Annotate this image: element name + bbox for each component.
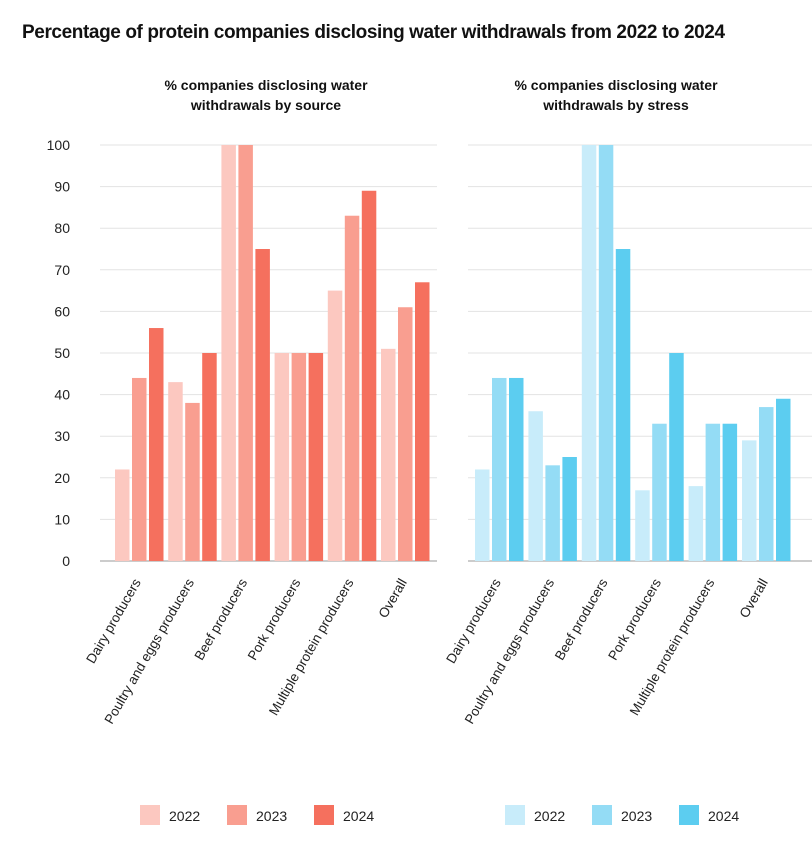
category-label: Poultry and eggs producers [462, 576, 558, 727]
bar-2024-pork-producers [308, 353, 324, 561]
bar-2024-overall [415, 282, 430, 561]
y-tick-label: 60 [54, 303, 70, 319]
bar-2024-multiple-protein-producers [722, 423, 738, 561]
bar-2022-beef-producers [581, 145, 597, 561]
bar-2022-poultry-and-eggs-producers [168, 382, 183, 561]
bar-2024-poultry-and-eggs-producers [562, 457, 577, 561]
category-label: Dairy producers [83, 576, 144, 666]
bar-2023-beef-producers [238, 145, 253, 561]
legend-swatch [679, 805, 699, 825]
bar-2022-pork-producers [635, 490, 650, 561]
category-label: Poultry and eggs producers [102, 576, 198, 727]
legend-label: 2022 [534, 808, 565, 824]
legend-label: 2024 [708, 808, 739, 824]
category-label: Dairy producers [443, 576, 504, 666]
bar-2022-dairy-producers [115, 469, 130, 561]
y-tick-label: 50 [54, 345, 70, 361]
category-label: Overall [736, 576, 770, 621]
bar-2023-multiple-protein-producers [344, 215, 360, 561]
y-tick-label: 100 [47, 137, 71, 153]
bar-2023-multiple-protein-producers [705, 423, 721, 561]
category-label: Beef producers [552, 576, 611, 663]
bar-2023-poultry-and-eggs-producers [185, 402, 200, 561]
bar-2024-dairy-producers [509, 377, 524, 561]
y-tick-label: 70 [54, 262, 70, 278]
y-tick-label: 90 [54, 179, 70, 195]
bar-2023-dairy-producers [492, 377, 507, 561]
bar-2023-beef-producers [598, 145, 614, 561]
bar-2024-overall [776, 398, 791, 561]
legend-swatch [140, 805, 160, 825]
bar-2022-dairy-producers [475, 469, 490, 561]
legend-label: 2024 [343, 808, 374, 824]
legend-label: 2023 [621, 808, 652, 824]
y-tick-label: 40 [54, 387, 70, 403]
legend-swatch [592, 805, 612, 825]
bar-2024-dairy-producers [149, 328, 164, 561]
y-tick-label: 20 [54, 470, 70, 486]
bar-2024-pork-producers [669, 353, 684, 561]
bar-2022-multiple-protein-producers [327, 290, 343, 561]
chart-title: Percentage of protein companies disclosi… [22, 22, 725, 43]
bar-2023-pork-producers [652, 423, 667, 561]
y-tick-label: 80 [54, 220, 70, 236]
bar-2022-pork-producers [274, 353, 290, 561]
bar-2024-beef-producers [255, 249, 270, 561]
category-label: Overall [375, 576, 409, 621]
y-tick-label: 10 [54, 511, 70, 527]
bar-2024-multiple-protein-producers [361, 190, 377, 561]
category-label: Beef producers [191, 576, 250, 663]
bar-2022-multiple-protein-producers [688, 486, 704, 561]
chart-subtitle: % companies disclosing water withdrawals … [514, 77, 718, 113]
bar-2024-poultry-and-eggs-producers [202, 353, 217, 561]
bar-2023-overall [398, 307, 413, 561]
bar-2022-poultry-and-eggs-producers [528, 411, 543, 561]
legend-swatch [227, 805, 247, 825]
chart-subtitle: % companies disclosing water withdrawals … [164, 77, 368, 113]
category-label: Pork producers [605, 576, 664, 663]
bar-2023-poultry-and-eggs-producers [545, 465, 560, 561]
bar-2024-beef-producers [615, 249, 631, 561]
legend-swatch [314, 805, 334, 825]
y-tick-label: 30 [54, 428, 70, 444]
bar-2023-overall [759, 407, 774, 561]
bar-2022-beef-producers [221, 145, 236, 561]
category-label: Pork producers [245, 576, 304, 663]
bar-2022-overall [381, 348, 396, 561]
legend-swatch [505, 805, 525, 825]
legend-label: 2022 [169, 808, 200, 824]
y-tick-label: 0 [62, 553, 70, 569]
bar-2023-pork-producers [291, 353, 307, 561]
legend-label: 2023 [256, 808, 287, 824]
bar-2023-dairy-producers [132, 377, 147, 561]
bar-2022-overall [742, 440, 757, 561]
